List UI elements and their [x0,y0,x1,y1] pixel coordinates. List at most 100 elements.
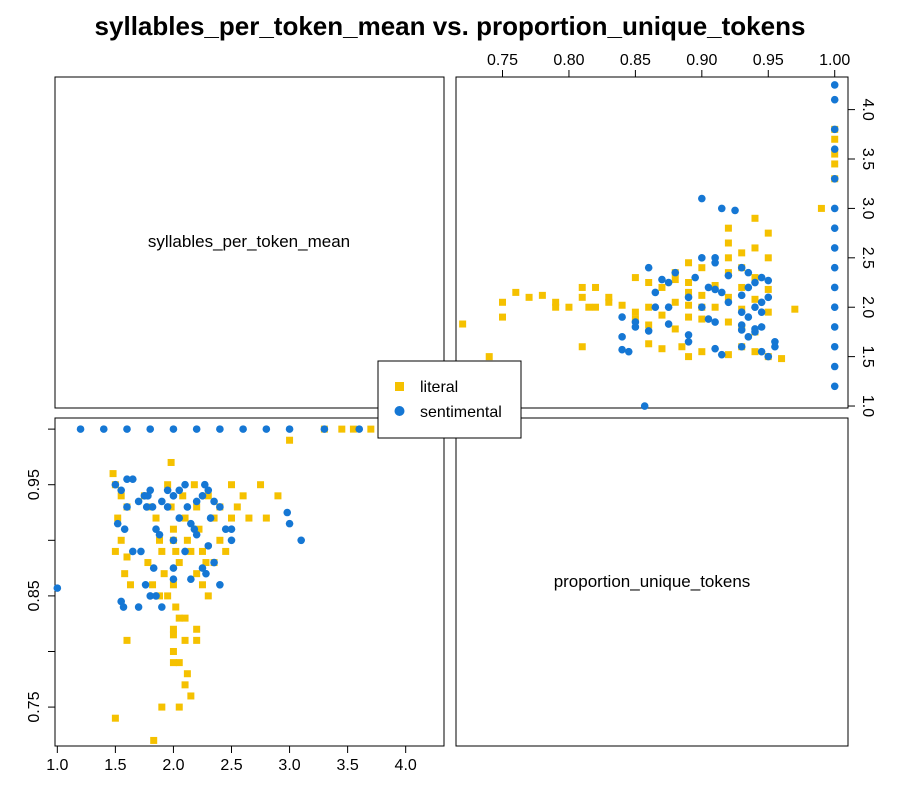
point-literal [671,276,679,284]
point-sentimental [198,564,207,572]
point-literal [817,204,825,212]
point-sentimental [698,194,706,203]
point-sentimental [684,293,693,302]
point-sentimental [711,254,719,262]
panel-bottom-right [455,417,849,747]
point-sentimental [830,342,839,351]
top-axis-tick-label: 1.00 [819,52,850,69]
point-sentimental [158,497,166,506]
point-literal [618,301,626,309]
point-literal [698,291,706,299]
point-literal [711,281,719,289]
right-axis-tick-label: 1.0 [859,395,876,417]
bottom-axis-tick-label: 3.0 [278,757,300,774]
point-sentimental [148,503,157,511]
point-sentimental [751,325,759,333]
point-sentimental [757,323,766,331]
point-literal [724,254,732,262]
point-sentimental [181,480,189,489]
point-literal [172,603,180,611]
point-sentimental [129,547,137,556]
point-literal [158,703,166,711]
bottom-axis-tick-label: 2.0 [162,757,184,774]
point-literal [114,514,122,522]
point-literal [195,525,203,533]
top-axis-tick-label: 0.90 [686,52,717,69]
point-sentimental [830,125,839,134]
right-axis-tick-label: 4.0 [859,98,876,120]
point-literal [117,536,125,544]
point-sentimental [724,271,733,280]
point-literal [658,311,666,319]
point-literal [685,288,693,296]
point-literal [121,570,129,578]
point-sentimental [285,425,294,433]
point-sentimental [830,244,839,252]
point-literal [592,303,600,311]
point-literal [764,229,772,237]
point-sentimental [216,503,224,511]
point-sentimental [618,345,626,354]
point-literal [216,536,224,544]
point-sentimental [187,575,195,584]
point-sentimental [183,503,192,511]
point-sentimental [123,425,131,433]
point-sentimental [664,303,673,312]
point-literal [631,274,639,282]
point-literal [698,315,706,323]
point-sentimental [830,224,839,232]
point-literal [724,318,732,326]
point-sentimental [830,263,839,272]
point-sentimental [757,298,766,307]
point-literal [123,553,131,561]
point-sentimental [664,320,673,328]
left-axis-tick-label: 0.85 [26,580,43,611]
point-sentimental [123,475,131,483]
point-literal [645,340,653,348]
point-literal [831,135,839,143]
point-literal [262,514,270,522]
point-literal [193,636,201,644]
point-literal [123,636,131,644]
point-literal [738,283,746,291]
point-sentimental [751,303,759,312]
point-sentimental [134,497,143,506]
point-sentimental [152,525,160,533]
point-sentimental [204,542,213,550]
point-sentimental [129,475,137,483]
point-literal [117,492,125,500]
panel-bottom-left [54,417,445,747]
point-sentimental [717,204,726,213]
point-sentimental [163,486,172,495]
point-sentimental [651,303,660,312]
point-sentimental [644,327,653,335]
point-literal [831,150,839,158]
point-sentimental [691,273,699,282]
point-literal [685,353,693,361]
legend: literal sentimental [377,360,522,439]
point-sentimental [711,285,719,294]
point-sentimental [216,580,224,589]
point-literal [150,736,158,744]
panel-top-left [54,76,445,409]
point-sentimental [830,204,839,213]
point-sentimental [830,174,839,183]
point-sentimental [204,486,213,495]
point-literal [585,303,593,311]
point-sentimental [120,525,129,533]
right-axis-tick-label: 1.5 [859,345,876,367]
point-literal [605,293,613,301]
point-literal [172,547,180,555]
point-sentimental [142,503,151,511]
point-literal [193,625,201,633]
point-literal [175,703,183,711]
point-literal [228,481,236,489]
point-sentimental [724,298,733,307]
point-literal [239,492,247,500]
point-sentimental [717,350,726,359]
right-axis-tick-label: 3.0 [859,197,876,219]
point-literal [228,514,236,522]
point-sentimental [169,536,178,545]
legend-marker-sentimental [394,406,405,416]
